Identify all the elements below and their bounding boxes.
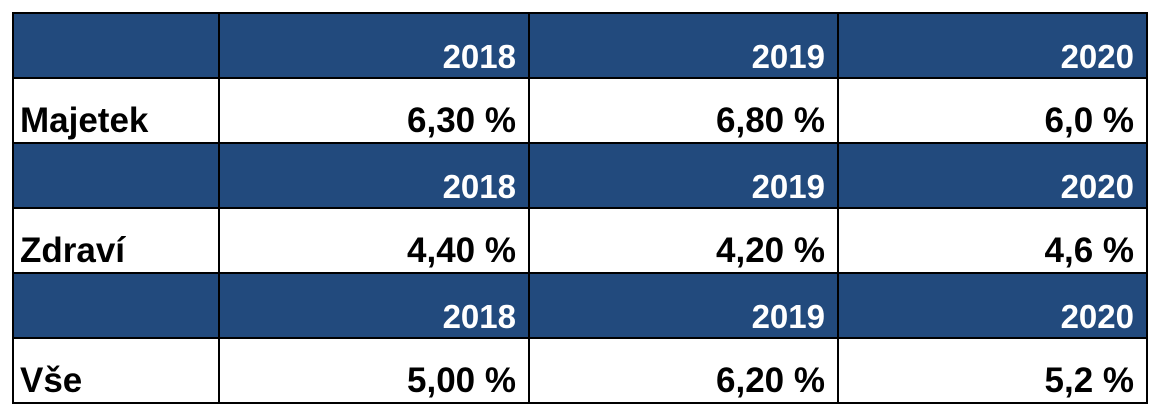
year-header-2019: 2019 [528,12,839,79]
value-vse-2019: 6,20 % [528,337,839,404]
year-header-2018: 2018 [218,12,530,79]
year-header-2020: 2020 [837,12,1148,79]
value-majetek-2018: 6,30 % [218,77,530,144]
data-row-zdravi: Zdraví 4,40 % 4,20 % 4,6 % [12,207,1148,274]
value-vse-2018: 5,00 % [218,337,530,404]
year-header-2020: 2020 [837,142,1148,209]
row-label-zdravi: Zdraví [12,207,220,274]
year-header-2020: 2020 [837,272,1148,339]
year-header-2018: 2018 [218,272,530,339]
value-majetek-2019: 6,80 % [528,77,839,144]
header-row-zdravi: 2018 2019 2020 [12,142,1148,209]
value-majetek-2020: 6,0 % [837,77,1148,144]
value-zdravi-2020: 4,6 % [837,207,1148,274]
header-row-majetek: 2018 2019 2020 [12,12,1148,79]
header-empty-cell [12,272,220,339]
row-label-vse: Vše [12,337,220,404]
header-empty-cell [12,12,220,79]
data-row-majetek: Majetek 6,30 % 6,80 % 6,0 % [12,77,1148,144]
value-vse-2020: 5,2 % [837,337,1148,404]
rates-table: 2018 2019 2020 Majetek 6,30 % 6,80 % 6,0… [12,12,1148,404]
header-empty-cell [12,142,220,209]
data-row-vse: Vše 5,00 % 6,20 % 5,2 % [12,337,1148,404]
value-zdravi-2018: 4,40 % [218,207,530,274]
header-row-vse: 2018 2019 2020 [12,272,1148,339]
year-header-2019: 2019 [528,142,839,209]
row-label-majetek: Majetek [12,77,220,144]
value-zdravi-2019: 4,20 % [528,207,839,274]
year-header-2019: 2019 [528,272,839,339]
year-header-2018: 2018 [218,142,530,209]
